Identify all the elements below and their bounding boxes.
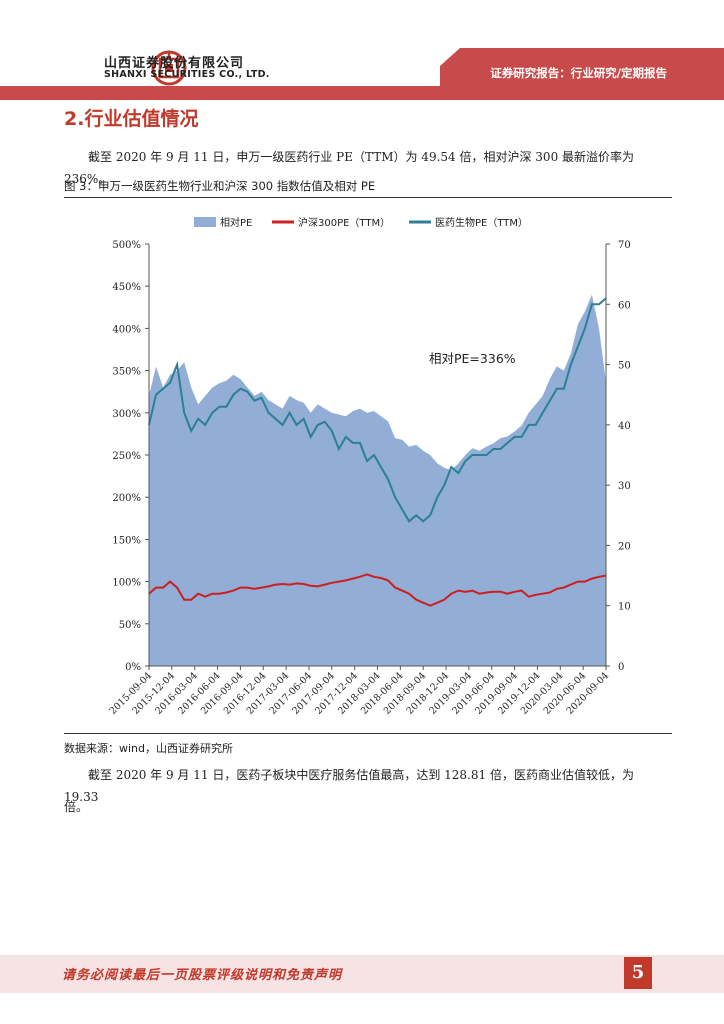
figure-top-rule (64, 197, 672, 198)
series-area-0 (149, 294, 606, 666)
y-left-tick-label: 0% (125, 662, 141, 673)
series-line-2 (148, 297, 607, 523)
y-right-tick-label: 50 (618, 361, 631, 372)
legend-swatch-0 (194, 217, 216, 227)
section-title: 2.行业估值情况 (64, 108, 199, 130)
company-logo-icon (151, 50, 187, 86)
y-left-tick-label: 450% (112, 282, 141, 293)
page-number: 5 (624, 957, 652, 989)
chart-annotation: 相对PE=336% (429, 351, 516, 366)
footer-band (0, 955, 724, 993)
y-left-tick-label: 300% (112, 409, 141, 420)
pe-chart: 相对PE 沪深300PE（TTM） 医药生物PE（TTM） 0% 50% 100% 150… (108, 216, 631, 717)
header-band (0, 48, 724, 100)
chart-axes: 0%50%100%150%200%250%300%350%400%450%500… (108, 240, 631, 717)
y-left-tick-label: 400% (112, 324, 141, 335)
series-line-1 (148, 573, 607, 607)
y-right-tick-label: 30 (618, 481, 631, 492)
y-left-tick-label: 250% (112, 451, 141, 462)
y-right-tick-label: 0 (618, 662, 624, 673)
company-name-cn: 山西证券股份有限公司 (104, 56, 245, 71)
legend-label-2: 医药生物PE（TTM） (435, 216, 528, 229)
paragraph-2-line-2: 倍。 (64, 800, 89, 814)
y-left-tick-label: 350% (112, 367, 141, 378)
y-right-tick-label: 20 (618, 541, 631, 552)
y-right-tick-label: 40 (618, 421, 631, 432)
paragraph-1: 截至 2020 年 9 月 11 日，申万一级医药行业 PE（TTM）为 49.… (64, 150, 635, 186)
y-right-tick-label: 70 (618, 240, 631, 251)
figure-source: 数据来源：wind，山西证券研究所 (64, 742, 234, 755)
y-right-tick-label: 60 (618, 300, 631, 311)
paragraph-2-line-1: 截至 2020 年 9 月 11 日，医药子板块中医疗服务估值最高，达到 128… (64, 768, 634, 804)
chart-plot-area (148, 294, 607, 666)
footer-disclaimer: 请务必阅读最后一页股票评级说明和免责声明 (62, 968, 343, 983)
legend-label-0: 相对PE (220, 216, 252, 229)
company-name-en: SHANXI SECURITIES CO., LTD. (104, 69, 270, 80)
figure-bottom-rule (64, 733, 672, 734)
y-left-tick-label: 150% (112, 535, 141, 546)
chart-legend: 相对PE 沪深300PE（TTM） 医药生物PE（TTM） (194, 216, 528, 229)
y-left-tick-label: 500% (112, 240, 141, 251)
figure-caption: 图 3：申万一级医药生物行业和沪深 300 指数估值及相对 PE (64, 179, 376, 193)
y-left-tick-label: 100% (112, 578, 141, 589)
y-left-tick-label: 200% (112, 493, 141, 504)
report-type-label: 证券研究报告：行业研究/定期报告 (490, 66, 667, 80)
y-right-tick-label: 10 (618, 602, 631, 613)
legend-label-1: 沪深300PE（TTM） (298, 216, 390, 229)
y-left-tick-label: 50% (119, 620, 141, 631)
header-red-underline (0, 86, 724, 100)
